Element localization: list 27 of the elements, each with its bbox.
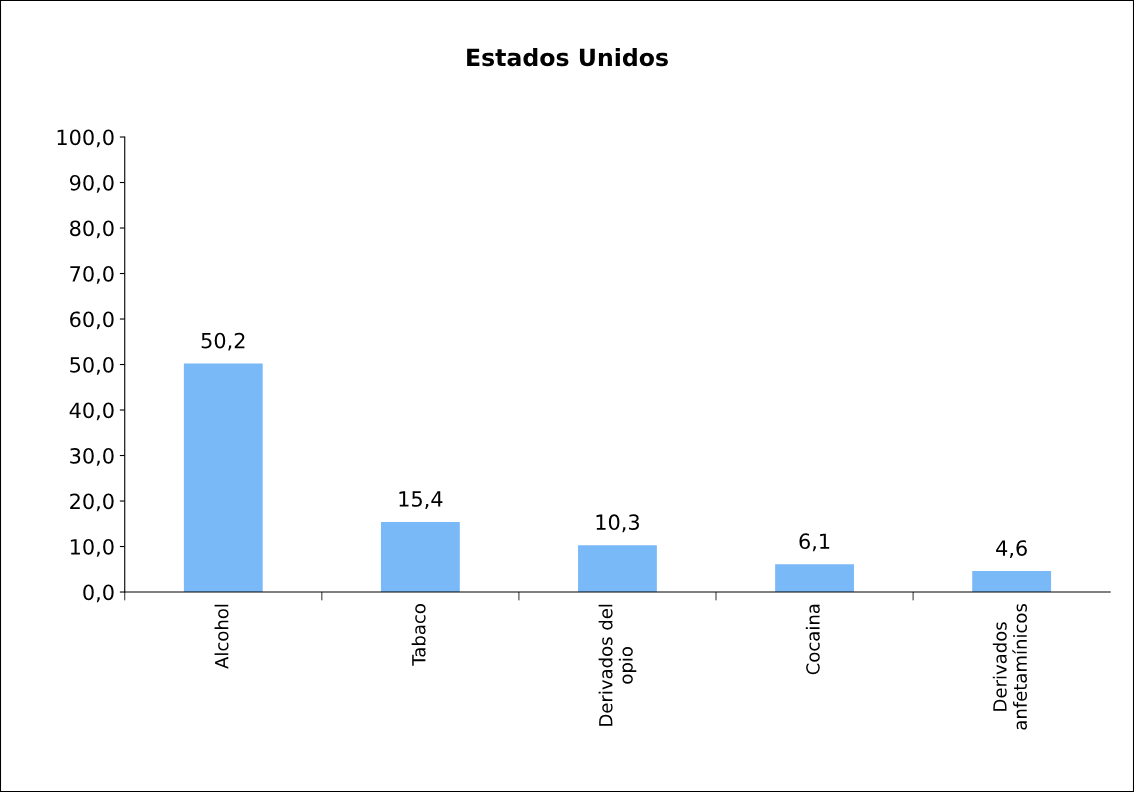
data-label: 15,4 bbox=[399, 491, 443, 509]
y-tick-label: 10,0 bbox=[70, 538, 114, 557]
x-tick-label: Tabaco bbox=[411, 604, 426, 666]
x-tick-label: Derivados anfetamínicos bbox=[992, 604, 1027, 730]
x-tick-label: Derivados del opio bbox=[598, 604, 637, 726]
y-tick-label: 70,0 bbox=[70, 265, 114, 284]
y-tick-label: 80,0 bbox=[70, 220, 114, 239]
bar bbox=[183, 363, 263, 593]
x-tick-label: Alcohol bbox=[214, 604, 229, 669]
data-label: 50,2 bbox=[201, 332, 245, 351]
y-tick-label: 90,0 bbox=[69, 174, 114, 193]
bar bbox=[578, 545, 657, 593]
bar bbox=[775, 564, 854, 593]
bar bbox=[380, 521, 460, 593]
y-tick-label: 30,0 bbox=[70, 447, 114, 466]
y-tick-label: 40,0 bbox=[69, 402, 114, 421]
y-tick-label: 60,0 bbox=[70, 311, 114, 330]
data-label: 10,3 bbox=[596, 514, 639, 533]
data-label: 4,6 bbox=[996, 540, 1027, 559]
y-tick-label: 20,0 bbox=[70, 493, 114, 512]
y-tick-label: 100,0 bbox=[57, 129, 114, 148]
x-tick-label: Cocaina bbox=[805, 604, 820, 675]
chart-title: Estados Unidos bbox=[467, 47, 668, 67]
bar bbox=[972, 571, 1052, 593]
y-tick-label: 50,0 bbox=[70, 356, 114, 375]
y-tick-label: 0,0 bbox=[83, 584, 114, 603]
data-label: 6,1 bbox=[799, 533, 830, 552]
